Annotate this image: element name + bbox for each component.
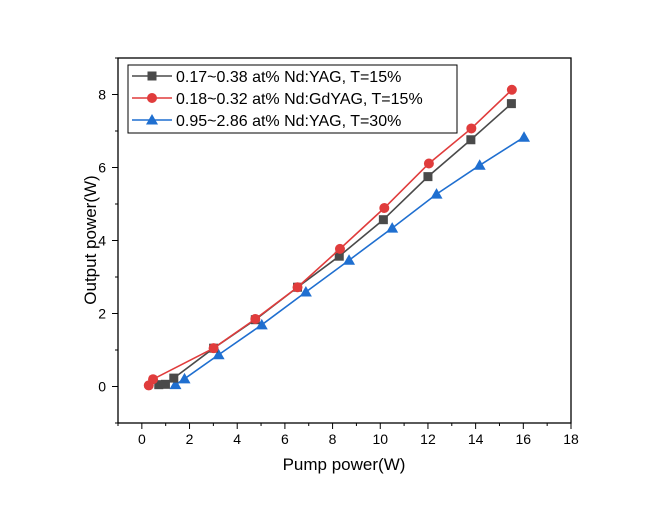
data-point [299,285,312,297]
x-tick-label: 16 [516,431,532,447]
data-point [178,372,191,384]
x-tick-label: 2 [186,431,194,447]
data-point [154,380,164,390]
data-point [379,203,390,214]
y-axis-label: Output power(W) [81,175,100,304]
plot-area [143,84,531,391]
data-point [506,99,516,109]
legend-marker-triangle [146,114,158,125]
series-line [148,89,513,386]
legend-label: 0.95~2.86 at% Nd:YAG, T=30% [176,113,401,130]
data-point [250,313,261,324]
y-tick-label: 8 [98,87,106,103]
data-point [169,378,182,390]
legend-label: 0.17~0.38 at% Nd:YAG, T=15% [176,69,401,86]
axes: 0 2 4 6 8 10 12 14 16 18 0 2 4 6 8 [98,57,579,447]
x-tick-label: 12 [420,431,436,447]
data-point [518,131,531,142]
series-3 [169,131,531,390]
y-tick-label: 6 [98,160,106,176]
series-2 [143,84,517,391]
legend-box [127,64,458,134]
data-point [378,215,388,225]
x-tick-label: 18 [563,431,579,447]
x-tick-label: 14 [468,431,484,447]
y-tick-label: 0 [98,379,106,395]
series-1 [154,99,516,390]
data-point [466,135,476,145]
legend: 0.17~0.38 at% Nd:YAG, T=15% 0.18~0.32 at%… [127,64,458,134]
legend-label: 0.18~0.32 at% Nd:GdYAG, T=15% [176,91,423,108]
data-point [212,348,225,360]
data-point [334,243,345,254]
data-point [169,373,179,383]
data-point [208,343,219,354]
series-line [175,136,525,386]
data-point [466,123,477,134]
data-point [423,158,434,169]
data-point [506,84,517,95]
data-point [430,188,443,199]
x-tick-label: 6 [281,431,289,447]
x-tick-label: 10 [372,431,388,447]
x-tick-label: 4 [233,431,241,447]
data-point [160,379,170,389]
data-point [386,222,399,233]
data-point [473,159,486,170]
y-tick-label: 2 [98,306,106,322]
x-tick-label: 0 [138,431,146,447]
data-point [334,251,344,261]
x-axis-label: Pump power(W) [283,455,406,474]
data-point [423,172,433,182]
data-point [255,318,268,330]
data-point [292,282,303,293]
series-line [158,103,512,386]
x-tick-label: 8 [329,431,337,447]
data-point [148,374,159,385]
legend-marker-square [147,71,157,81]
y-tick-label: 4 [98,233,106,249]
legend-marker-circle [147,93,157,103]
data-point [343,254,356,265]
